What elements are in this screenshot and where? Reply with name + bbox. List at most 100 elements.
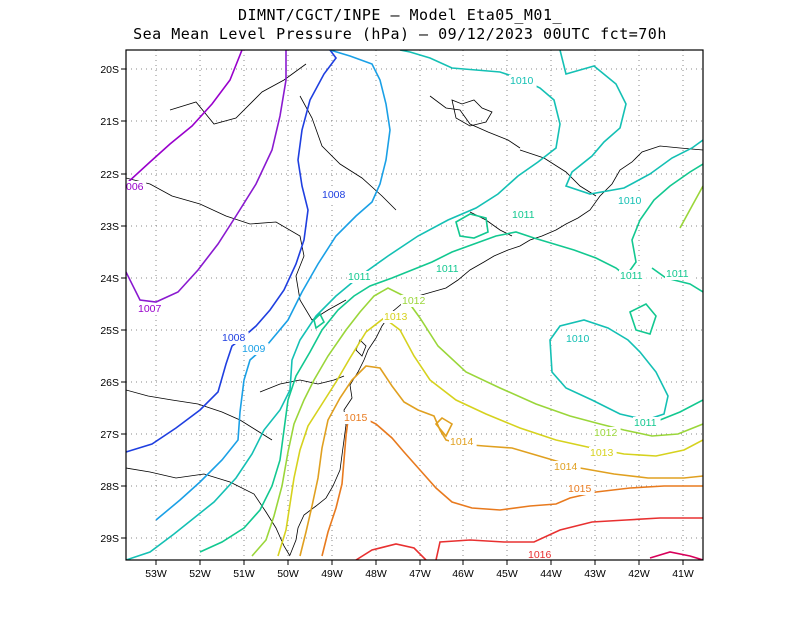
isobar-1011-small (455, 213, 489, 239)
contour-label-bg (567, 483, 595, 495)
y-axis-ticks: 20S 21S 22S 23S 24S 25S 26S 27S 28S 29S (100, 64, 126, 545)
contour-label-bg (565, 333, 593, 345)
contour-label-bg (137, 303, 165, 315)
contour-label: 1009 (242, 343, 266, 355)
state-border (126, 467, 291, 557)
state-border (169, 63, 307, 125)
contour-label: 1016 (528, 549, 552, 561)
contour-label-bg (511, 209, 539, 221)
contour-label: 1011 (512, 209, 535, 221)
contour-label-bg (509, 75, 537, 87)
contour-label: 1012 (402, 295, 426, 307)
y-tick-label: 28S (100, 481, 119, 493)
x-tick-label: 43W (584, 568, 606, 580)
contour-label-bg (617, 195, 645, 207)
contour-label: 1011 (666, 268, 689, 280)
y-tick-label: 20S (100, 64, 119, 76)
contour-label: 1011 (620, 270, 643, 282)
contour-label-bg (321, 189, 349, 201)
contour-label-bg (401, 295, 429, 307)
x-tick-label: 52W (189, 568, 211, 580)
x-tick-label: 48W (365, 568, 387, 580)
isobar-1011 (199, 163, 703, 553)
x-tick-label: 44W (540, 568, 562, 580)
x-tick-label: 41W (672, 568, 694, 580)
isobar-1011-ring (629, 303, 657, 335)
x-tick-label: 46W (452, 568, 474, 580)
contour-label: 1011 (436, 263, 459, 275)
isobar-1014-small (434, 416, 454, 438)
isobar-1010-low (549, 319, 669, 421)
contour-label-bg (589, 447, 617, 459)
x-tick-label: 49W (321, 568, 343, 580)
y-tick-label: 29S (100, 533, 119, 545)
state-border (519, 149, 597, 197)
map-title-line1: DIMNT/CGCT/INPE – Model Eta05_M01_ (237, 6, 563, 24)
plot-frame (125, 49, 704, 561)
contour-label-bg (221, 332, 249, 344)
contour-label: 1010 (510, 75, 534, 87)
isobar-1011-se (659, 399, 703, 421)
contour-label-bg (383, 311, 411, 323)
y-tick-label: 27S (100, 429, 119, 441)
y-tick-label: 25S (100, 325, 119, 337)
isobar-1012-ne (679, 185, 703, 229)
isobar-1016 (355, 543, 427, 560)
y-tick-label: 22S (100, 169, 119, 181)
state-border (126, 389, 273, 441)
contour-label-bg (347, 271, 375, 283)
contour-label-bg (665, 268, 693, 280)
isobar-1011-small2 (313, 312, 326, 330)
isobar-1006 (126, 50, 243, 185)
contour-label: 1013 (384, 311, 408, 323)
contour-label: 1008 (222, 332, 246, 344)
contour-label: 1007 (138, 303, 162, 315)
coastline (289, 145, 703, 556)
x-tick-label: 50W (277, 568, 299, 580)
contour-label-bg (241, 343, 269, 355)
contour-label-bg (633, 417, 661, 429)
state-border (429, 95, 521, 149)
x-tick-label: 42W (628, 568, 650, 580)
isobar-1017 (649, 551, 703, 560)
contour-label-bg (619, 270, 647, 282)
y-tick-label: 23S (100, 221, 119, 233)
isobar-1009 (155, 50, 391, 521)
contour-label-bg (527, 549, 555, 560)
isobar-1016-b (435, 517, 703, 560)
contour-labels: 0061007100810081009101010101010101110111… (126, 75, 693, 561)
contour-label: 006 (126, 181, 144, 193)
x-tick-label: 45W (496, 568, 518, 580)
contour-label-bg (593, 427, 621, 439)
isobar-1008 (126, 50, 337, 453)
contour-label-bg (435, 263, 463, 275)
map-content: 0061007100810081009101010101010101110111… (126, 50, 703, 561)
isobar-1012 (251, 287, 703, 557)
y-tick-label: 24S (100, 273, 119, 285)
x-axis-ticks: 53W 52W 51W 50W 49W 48W 47W 46W 45W 44W 43W 42W 41W (145, 560, 694, 580)
y-tick-label: 26S (100, 377, 119, 389)
contour-label-bg (126, 181, 147, 193)
state-border (126, 177, 347, 321)
contour-label: 1015 (568, 483, 592, 495)
y-tick-label: 21S (100, 116, 119, 128)
x-tick-label: 47W (409, 568, 431, 580)
x-tick-label: 51W (233, 568, 255, 580)
isobar-1011-e (651, 267, 703, 293)
contour-label: 1008 (322, 189, 346, 201)
contour-label: 1011 (348, 271, 371, 283)
isobar-1014 (299, 365, 703, 557)
contour-label: 1013 (590, 447, 614, 459)
contour-label: 1014 (554, 461, 578, 473)
contour-label: 1010 (618, 195, 642, 207)
contour-label: 1015 (344, 412, 368, 424)
isobar-1010 (126, 50, 561, 560)
contour-label-bg (449, 436, 477, 448)
map-title-line2: Sea Mean Level Pressure (hPa) – 09/12/20… (133, 25, 667, 43)
contour-label-bg (343, 412, 371, 424)
x-tick-label: 53W (145, 568, 167, 580)
island (355, 339, 367, 357)
contour-label-bg (553, 461, 581, 473)
lake (451, 99, 493, 127)
